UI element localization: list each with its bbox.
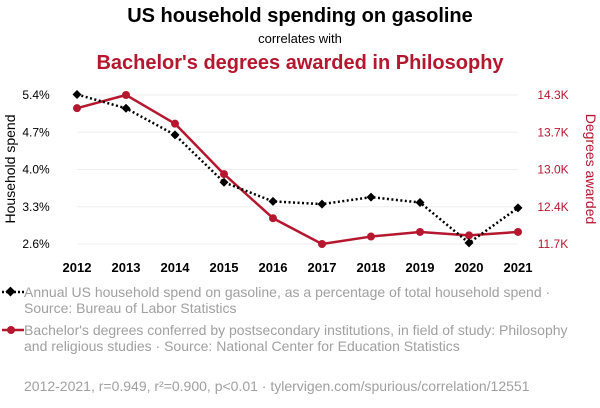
series-gasoline-point <box>366 192 376 202</box>
series-gasoline-point <box>415 197 425 207</box>
x-tick-label: 2019 <box>406 260 435 275</box>
x-tick-label: 2014 <box>161 260 191 275</box>
series-degrees-point <box>269 214 277 223</box>
series-gasoline-line <box>76 93 519 245</box>
series-gasoline-point <box>121 103 131 113</box>
series-degrees-point <box>514 227 522 236</box>
series-degrees-point <box>122 91 130 99</box>
x-tick-label: 2021 <box>504 260 533 275</box>
chart: US household spending on gasoline correl… <box>2 5 599 275</box>
legend-circle-icon <box>2 326 24 334</box>
series-degrees-point <box>220 170 228 179</box>
series-gasoline-point <box>268 196 278 206</box>
series-degrees-point <box>73 104 81 113</box>
chart-title-2: Bachelor's degrees awarded in Philosophy <box>96 52 504 74</box>
y-left-tick-label: 3.3% <box>22 200 50 214</box>
y-right-tick-label: 11.7K <box>538 237 568 251</box>
series-degrees-line <box>76 93 519 246</box>
x-tick-label: 2020 <box>455 260 484 275</box>
y-right-tick-label: 13.0K <box>537 163 568 177</box>
y-right-tick-label: 12.4K <box>537 200 568 214</box>
series-gasoline-point <box>317 199 327 209</box>
series-degrees-point <box>171 119 179 128</box>
series-gasoline-point <box>170 130 180 140</box>
x-tick-label: 2016 <box>259 260 288 275</box>
series-layer <box>72 89 523 248</box>
y-left-tick-label: 5.4% <box>22 88 50 102</box>
x-tick-label: 2013 <box>112 260 141 275</box>
y-axis-label-left: Household spend <box>2 115 18 224</box>
series-gasoline-point <box>464 238 474 248</box>
y-left-tick-label: 4.7% <box>22 125 50 139</box>
series-gasoline-point <box>219 177 229 187</box>
legend-diamond-icon <box>2 286 24 297</box>
x-ticks: 2012 2013 2014 2015 2016 2017 2018 2019 2020 2021 <box>63 260 533 275</box>
legend-label-gasoline: Annual US household spend on gasoline, a… <box>24 284 551 316</box>
series-gasoline-point <box>72 89 82 99</box>
series-gasoline-point <box>513 203 523 213</box>
series-degrees-point <box>465 231 473 240</box>
chart-subtitle: correlates with <box>258 31 342 46</box>
y-left-ticks: 5.4% 4.7% 4.0% 3.3% 2.6% <box>22 88 50 251</box>
y-left-tick-label: 2.6% <box>22 237 50 251</box>
legend-label-degrees: Bachelor's degrees conferred by postseco… <box>24 322 568 354</box>
x-tick-label: 2018 <box>357 260 386 275</box>
y-right-tick-label: 14.3K <box>537 88 568 102</box>
x-tick-label: 2012 <box>63 260 92 275</box>
series-degrees-point <box>367 232 375 241</box>
y-right-ticks: 14.3K 13.7K 13.0K 12.4K 11.7K <box>537 88 568 251</box>
chart-title: US household spending on gasoline <box>127 5 473 27</box>
x-tick-label: 2017 <box>308 260 337 275</box>
series-degrees-point <box>416 227 424 236</box>
y-right-tick-label: 13.7K <box>537 125 568 139</box>
footer-stats: 2012-2021, r=0.949, r²=0.900, p<0.01 · t… <box>24 378 530 394</box>
series-degrees-point <box>318 240 326 248</box>
x-tick-label: 2015 <box>210 260 239 275</box>
y-axis-label-right: Degrees awarded <box>583 114 599 225</box>
grid <box>77 94 518 245</box>
y-left-tick-label: 4.0% <box>22 163 50 177</box>
